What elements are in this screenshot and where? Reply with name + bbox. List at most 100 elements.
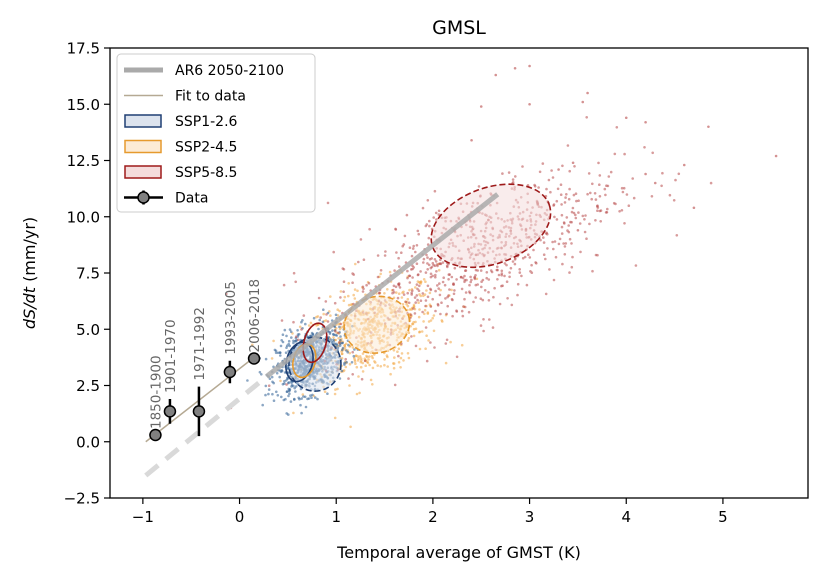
scatter-point (278, 375, 282, 379)
scatter-point (604, 193, 607, 197)
scatter-point (433, 189, 437, 193)
scatter-point (598, 174, 602, 177)
scatter-point (545, 187, 548, 191)
scatter-point (364, 364, 368, 368)
scatter-point (411, 289, 414, 293)
scatter-point (354, 262, 357, 266)
scatter-point (559, 193, 563, 196)
scatter-point (555, 218, 559, 221)
scatter-point (496, 265, 499, 269)
scatter-point (427, 339, 430, 342)
scatter-point (528, 102, 531, 106)
x-axis-label: Temporal average of GMST (K) (336, 543, 581, 562)
scatter-point (378, 292, 381, 295)
scatter-point (325, 313, 328, 316)
x-tick-label: −1 (132, 508, 154, 526)
scatter-point (270, 357, 274, 360)
scatter-point (492, 295, 495, 299)
scatter-point (627, 204, 631, 207)
ar6-dashed-line (144, 374, 269, 478)
scatter-point (361, 290, 365, 293)
legend-label: Fit to data (175, 89, 246, 105)
scatter-point (284, 351, 288, 355)
scatter-point (675, 234, 679, 237)
scatter-point (334, 330, 337, 333)
scatter-point (261, 403, 265, 407)
scatter-point (406, 304, 410, 308)
scatter-point (581, 100, 585, 104)
scatter-point (283, 379, 286, 383)
scatter-point (479, 105, 483, 108)
scatter-point (367, 282, 371, 285)
scatter-point (482, 329, 485, 333)
legend-item: SSP2-4.5 (124, 139, 237, 156)
scatter-point (386, 288, 389, 291)
scatter-point (351, 281, 354, 285)
scatter-point (474, 296, 478, 299)
scatter-point (538, 170, 542, 174)
scatter-point (422, 278, 426, 281)
data-marker (247, 352, 261, 365)
scatter-point (391, 288, 395, 292)
x-tick-label: 2 (428, 508, 438, 526)
scatter-point (273, 348, 277, 352)
scatter-point (514, 175, 517, 178)
scatter-point (563, 245, 567, 248)
scatter-point (286, 377, 289, 381)
scatter-point (271, 380, 274, 384)
scatter-point (428, 257, 432, 261)
scatter-point (427, 263, 431, 267)
scatter-point (542, 253, 546, 256)
scatter-point (392, 291, 396, 294)
scatter-point (368, 363, 371, 367)
scatter-point (623, 222, 626, 225)
scatter-point (607, 175, 611, 178)
scatter-point (585, 237, 588, 240)
scatter-point (598, 195, 602, 198)
scatter-point (470, 138, 473, 142)
scatter-point (470, 278, 473, 282)
scatter-point (468, 283, 471, 287)
scatter-point (447, 273, 451, 276)
scatter-point (400, 352, 404, 355)
scatter-point (361, 370, 365, 373)
scatter-point (429, 272, 433, 276)
scatter-point (439, 288, 442, 292)
scatter-point (399, 356, 403, 360)
scatter-point (348, 351, 352, 355)
scatter-point (439, 262, 443, 266)
scatter-point (322, 312, 326, 316)
scatter-point (406, 269, 409, 273)
scatter-point (395, 251, 398, 254)
scatter-point (392, 349, 396, 352)
scatter-point (297, 338, 300, 342)
scatter-point (426, 295, 430, 299)
scatter-point (397, 354, 400, 358)
scatter-point (441, 320, 444, 323)
scatter-point (525, 283, 529, 287)
scatter-point (434, 309, 437, 313)
scatter-point (332, 336, 335, 339)
scatter-point (594, 253, 598, 257)
scatter-point (570, 210, 574, 214)
scatter-point (537, 186, 540, 189)
scatter-point (574, 192, 578, 195)
scatter-point (299, 403, 302, 407)
scatter-point (379, 272, 383, 276)
y-tick-label: 5.0 (76, 321, 100, 339)
legend-swatch-patch (124, 139, 162, 154)
scatter-point (551, 240, 554, 244)
chart-title: GMSL (432, 17, 486, 39)
scatter-point (396, 350, 399, 354)
scatter-point (376, 254, 380, 257)
scatter-point (444, 342, 448, 345)
scatter-point (463, 278, 467, 282)
scatter-point (411, 267, 414, 271)
scatter-point (414, 250, 417, 254)
scatter-point (436, 264, 439, 268)
scatter-point (306, 335, 309, 338)
scatter-point (551, 176, 555, 179)
scatter-point (339, 335, 342, 338)
scatter-point (373, 360, 376, 363)
scatter-point (278, 351, 282, 354)
